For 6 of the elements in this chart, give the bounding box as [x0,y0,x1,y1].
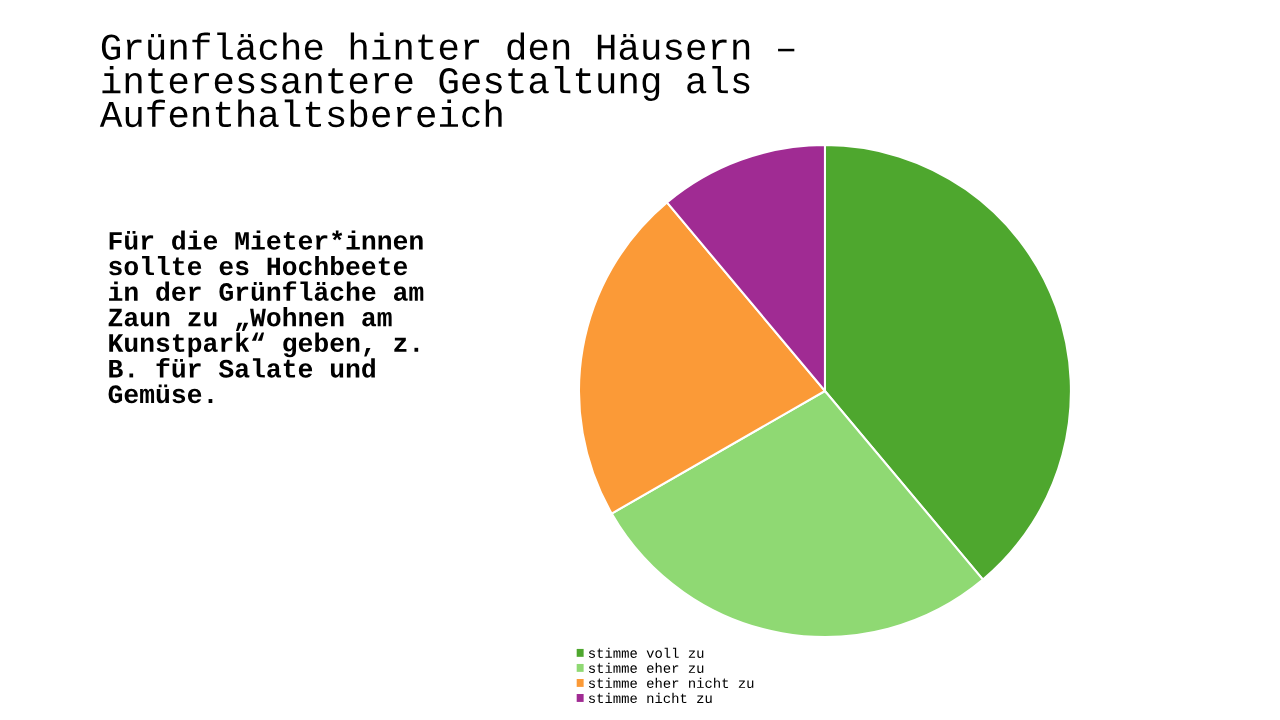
legend-label: stimme eher zu [588,662,704,673]
chart-title: Grünfläche hinter den Häusern – interessantere Gestaltung als Aufenthaltsbereich [99,32,795,128]
legend-label: stimme eher nicht zu [588,677,754,689]
legend-label: stimme nicht zu [588,692,712,704]
text: Für die Mieter*innen sollte es Hochbeete in der Grünfläche am Zaun zu „Wohnen am Kunstpark“ geben, z. B. für Salate und Gemüse. [108,230,424,404]
legend-label: stimme voll zu [588,647,704,658]
